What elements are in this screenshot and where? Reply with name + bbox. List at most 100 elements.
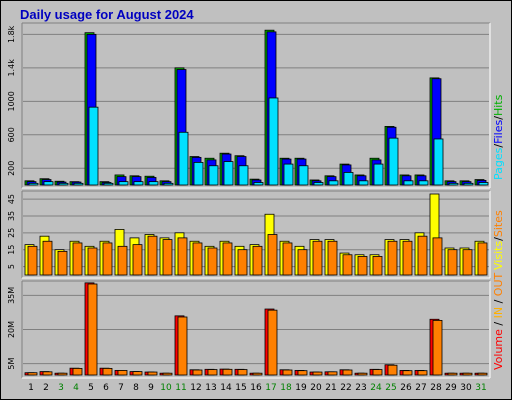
bar-sites-day-21	[327, 240, 338, 276]
bar-pages-day-23	[358, 180, 369, 186]
day-label-31: 31	[475, 383, 486, 393]
y-tick-label: 200	[7, 161, 16, 176]
bar-pages-day-26	[403, 180, 414, 186]
bar-out-day-1	[27, 372, 38, 376]
y-tick-label: 35	[7, 211, 16, 221]
legend-item-visits: Visits	[492, 241, 505, 270]
legend-item-pages: Pages	[492, 147, 505, 180]
bar-pages-day-13	[208, 165, 219, 186]
y-tick-label: 20M	[7, 321, 16, 338]
day-label-28: 28	[430, 383, 442, 393]
day-label-29: 29	[445, 383, 457, 393]
bar-pages-day-16	[253, 182, 264, 186]
y-tick-label: 1000	[7, 91, 16, 111]
day-label-26: 26	[400, 383, 412, 393]
bar-out-day-11	[177, 316, 188, 376]
day-label-18: 18	[280, 383, 292, 393]
bar-out-day-27	[417, 370, 428, 376]
bar-out-day-2	[42, 371, 53, 376]
bar-sites-day-24	[372, 256, 383, 276]
bar-sites-day-19	[297, 249, 308, 276]
bar-out-day-3	[57, 372, 68, 376]
bar-sites-day-17	[267, 234, 278, 276]
chart-panels: 200 600 1000 1.4k 1.8k 5 15 25 35 45 5M 20M 35M	[7, 22, 491, 379]
day-label-9: 9	[148, 383, 154, 393]
y-tick-label: 35M	[7, 287, 16, 304]
bar-sites-day-8	[132, 244, 143, 276]
bar-pages-day-12	[193, 162, 204, 186]
day-label-7: 7	[118, 383, 124, 393]
day-label-1: 1	[28, 383, 34, 393]
bar-pages-day-6	[103, 182, 114, 186]
day-label-27: 27	[415, 383, 426, 393]
bar-pages-day-15	[238, 165, 249, 186]
bar-pages-day-18	[283, 163, 294, 186]
bar-sites-day-23	[357, 256, 368, 276]
bar-pages-day-11	[178, 131, 189, 186]
y-tick-label: 1.4k	[7, 59, 16, 77]
bar-pages-day-1	[28, 182, 39, 186]
day-label-30: 30	[460, 383, 472, 393]
bar-sites-day-20	[312, 240, 323, 276]
legend-2: Visits/Sites	[492, 210, 505, 270]
day-label-3: 3	[58, 383, 64, 393]
day-label-11: 11	[175, 383, 186, 393]
y-tick-label: 15	[7, 245, 16, 255]
bar-out-day-29	[447, 372, 458, 376]
bar-pages-day-24	[373, 163, 384, 186]
bar-pages-day-19	[298, 165, 309, 186]
y-tick-label: 5	[7, 264, 16, 269]
day-label-6: 6	[103, 383, 109, 393]
day-label-12: 12	[190, 383, 201, 393]
bar-out-day-16	[252, 372, 263, 376]
bar-out-day-28	[432, 319, 443, 376]
day-label-15: 15	[235, 383, 246, 393]
bar-out-day-19	[297, 370, 308, 376]
bar-pages-day-28	[433, 138, 444, 186]
day-label-16: 16	[250, 383, 262, 393]
bar-sites-day-29	[447, 249, 458, 276]
bar-out-day-6	[102, 368, 113, 376]
bar-out-day-25	[387, 364, 398, 376]
y-tick-label: 1.8k	[7, 25, 16, 43]
bar-pages-day-20	[313, 182, 324, 186]
bar-out-day-20	[312, 371, 323, 376]
day-label-2: 2	[43, 383, 49, 393]
chart-title: Daily usage for August 2024	[20, 7, 194, 22]
bar-out-day-31	[477, 372, 488, 376]
bar-sites-day-15	[237, 249, 248, 276]
legend-item-hits: Hits	[492, 94, 505, 116]
bar-pages-day-17	[268, 97, 279, 186]
bar-pages-day-8	[133, 181, 144, 186]
legend-item-files: Files	[492, 119, 505, 143]
bar-sites-day-7	[117, 245, 128, 276]
bar-sites-day-14	[222, 242, 233, 276]
bar-sites-day-22	[342, 254, 353, 276]
bar-pages-day-2	[43, 181, 54, 186]
bar-out-day-21	[327, 371, 338, 376]
bar-out-day-8	[132, 371, 143, 376]
y-tick-label: 600	[7, 127, 16, 142]
bar-sites-day-5	[87, 247, 98, 276]
bar-pages-day-29	[448, 182, 459, 186]
bar-pages-day-22	[343, 172, 354, 186]
bar-pages-day-9	[148, 181, 159, 186]
day-label-14: 14	[220, 383, 232, 393]
day-label-5: 5	[88, 383, 94, 393]
bar-sites-day-10	[162, 239, 173, 276]
bar-pages-day-14	[223, 161, 234, 186]
bar-out-day-12	[192, 369, 203, 376]
bar-pages-day-25	[388, 137, 399, 186]
bar-out-day-15	[237, 369, 248, 376]
bar-sites-day-18	[282, 242, 293, 276]
bar-pages-day-21	[328, 180, 339, 186]
day-label-25: 25	[385, 383, 396, 393]
legend-item-sites: Sites	[492, 210, 505, 237]
bar-out-day-18	[282, 369, 293, 376]
bar-out-day-24	[372, 369, 383, 376]
bar-out-day-5	[87, 283, 98, 376]
bar-sites-day-16	[252, 245, 263, 276]
bar-pages-day-5	[88, 106, 99, 186]
day-label-13: 13	[205, 383, 216, 393]
bar-pages-day-7	[118, 181, 129, 186]
